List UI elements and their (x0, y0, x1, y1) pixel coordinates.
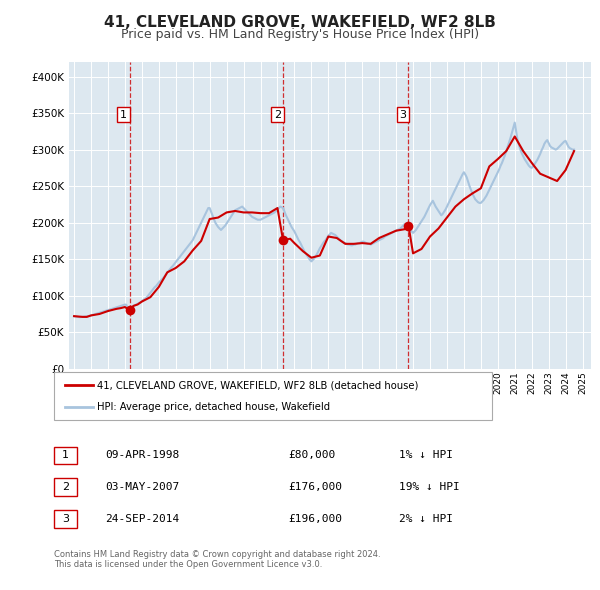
Text: £80,000: £80,000 (288, 451, 335, 460)
Text: 2: 2 (62, 482, 69, 491)
Text: 1: 1 (62, 451, 69, 460)
Text: 19% ↓ HPI: 19% ↓ HPI (399, 482, 460, 491)
Text: 41, CLEVELAND GROVE, WAKEFIELD, WF2 8LB: 41, CLEVELAND GROVE, WAKEFIELD, WF2 8LB (104, 15, 496, 30)
Text: 3: 3 (400, 110, 406, 120)
Text: £176,000: £176,000 (288, 482, 342, 491)
Text: Price paid vs. HM Land Registry's House Price Index (HPI): Price paid vs. HM Land Registry's House … (121, 28, 479, 41)
Text: HPI: Average price, detached house, Wakefield: HPI: Average price, detached house, Wake… (97, 402, 331, 412)
Text: 1% ↓ HPI: 1% ↓ HPI (399, 451, 453, 460)
Text: Contains HM Land Registry data © Crown copyright and database right 2024.
This d: Contains HM Land Registry data © Crown c… (54, 550, 380, 569)
Text: 41, CLEVELAND GROVE, WAKEFIELD, WF2 8LB (detached house): 41, CLEVELAND GROVE, WAKEFIELD, WF2 8LB … (97, 380, 419, 390)
Text: 24-SEP-2014: 24-SEP-2014 (105, 514, 179, 524)
Text: 2% ↓ HPI: 2% ↓ HPI (399, 514, 453, 524)
Text: 2: 2 (274, 110, 281, 120)
Text: 09-APR-1998: 09-APR-1998 (105, 451, 179, 460)
Text: 3: 3 (62, 514, 69, 524)
Text: 03-MAY-2007: 03-MAY-2007 (105, 482, 179, 491)
Text: £196,000: £196,000 (288, 514, 342, 524)
Text: 1: 1 (120, 110, 127, 120)
